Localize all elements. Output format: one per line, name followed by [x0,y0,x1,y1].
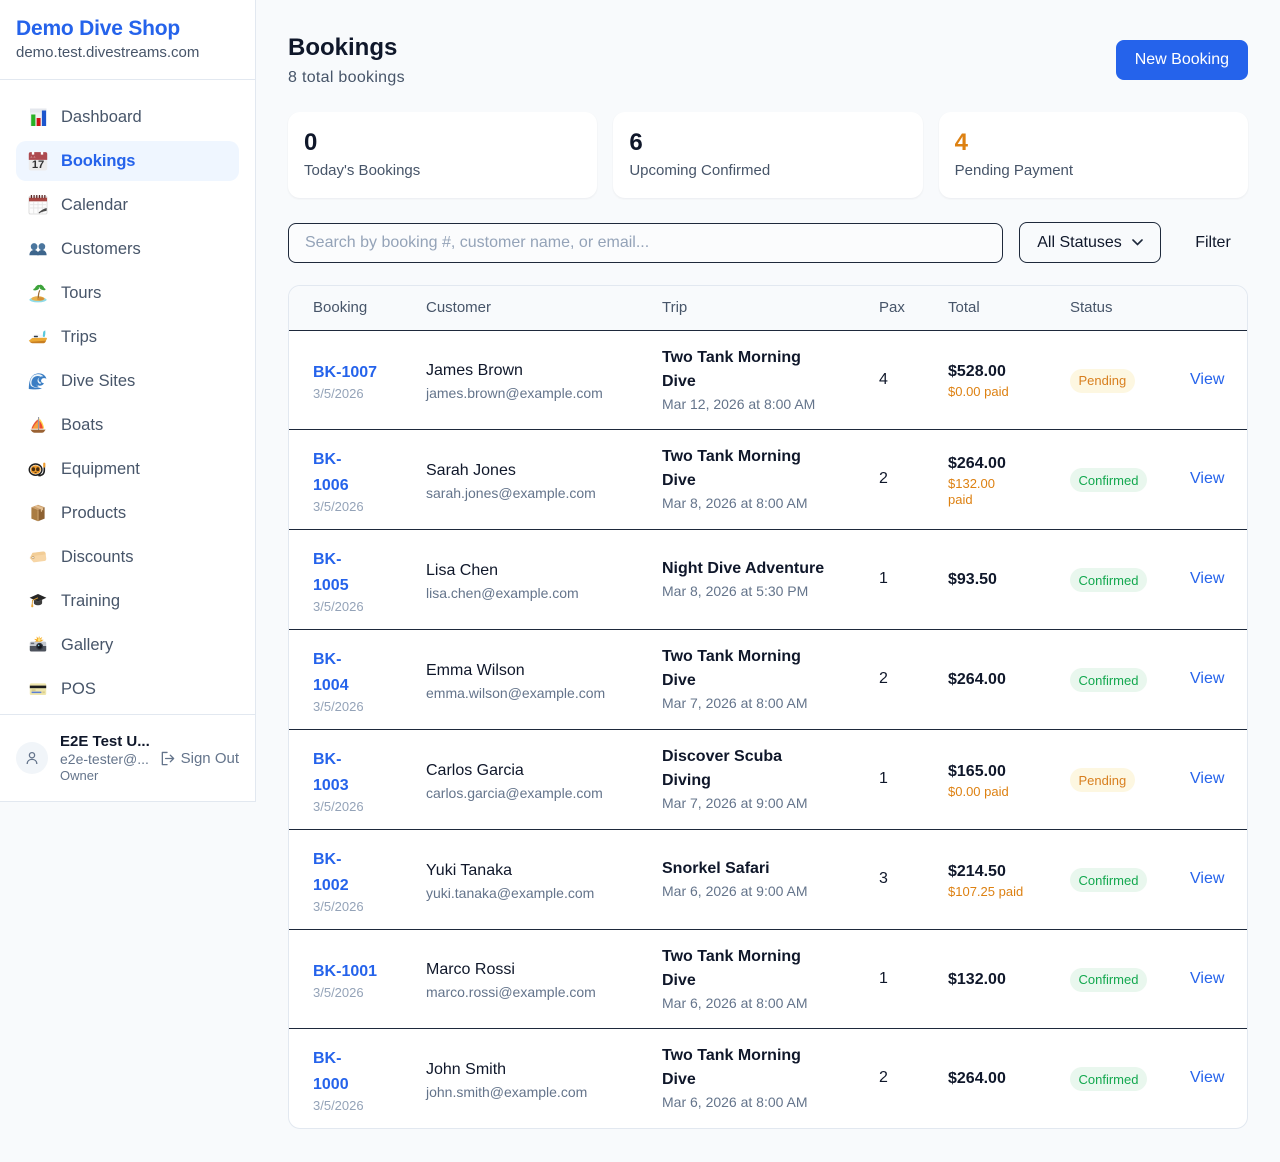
svg-text:17: 17 [32,159,44,171]
